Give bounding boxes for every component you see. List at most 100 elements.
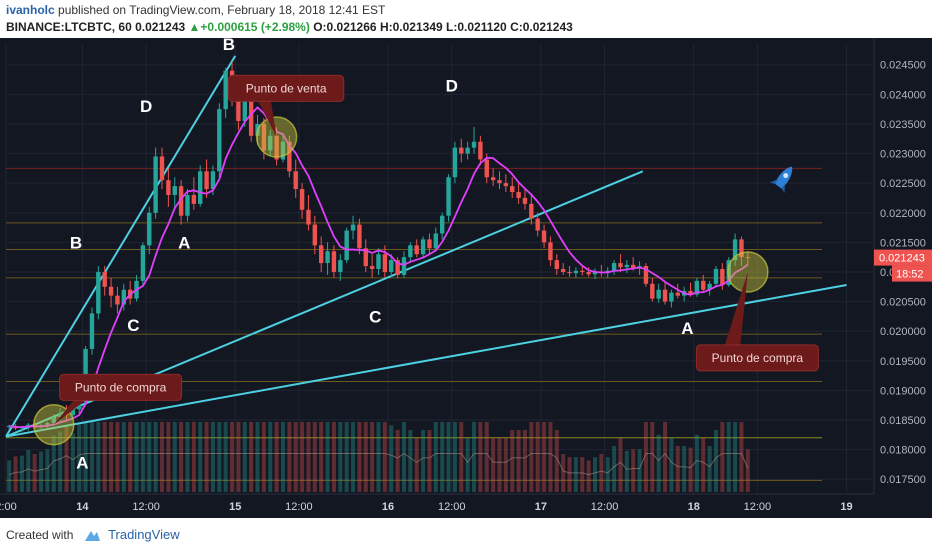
candle <box>172 177 177 210</box>
volume-bar <box>733 422 738 492</box>
price-tick-label: 0.024000 <box>880 89 926 101</box>
volume-bar <box>185 422 190 492</box>
volume-bar <box>89 422 94 492</box>
time-tick-label: 12:00 <box>132 501 160 513</box>
candle <box>592 268 598 280</box>
candle <box>102 266 107 296</box>
candle-body <box>57 412 63 418</box>
candle-body <box>45 422 50 426</box>
wave-label-c: C <box>369 307 381 326</box>
candle <box>522 189 528 210</box>
rocket-fins <box>769 178 785 193</box>
volume-bar <box>261 422 266 492</box>
volume-bar <box>242 422 247 492</box>
volume-bar <box>643 422 648 492</box>
candle <box>497 171 502 190</box>
time-tick-label: 12:00 <box>744 501 772 513</box>
candle-body <box>414 245 419 255</box>
price-tick-label: 0.023500 <box>880 119 926 131</box>
price-tick-label: 0.022000 <box>880 208 926 220</box>
volume-bar <box>338 422 343 492</box>
volume-bar <box>433 422 438 492</box>
tradingview-brand[interactable]: TradingView <box>108 527 180 542</box>
publisher-info: published on TradingView.com, February 1… <box>54 3 386 17</box>
candle-body <box>471 141 477 148</box>
candle-body <box>268 135 273 151</box>
candle <box>318 236 324 272</box>
candle-body <box>198 171 203 204</box>
candle <box>656 283 661 303</box>
candle-body <box>70 409 76 416</box>
candle-body <box>204 171 209 190</box>
candle-body <box>720 269 725 285</box>
candle <box>312 215 318 255</box>
volume-bar <box>58 431 63 492</box>
volume-bar <box>306 422 311 492</box>
time-tick-label: 2:00 <box>0 501 17 513</box>
volume-bar <box>682 446 687 492</box>
time-tick-label: 16 <box>382 501 394 513</box>
candle <box>535 212 540 237</box>
volume-bar <box>179 422 184 492</box>
volume-bar <box>401 422 406 492</box>
candle-body <box>376 254 381 269</box>
footer: Created with TradingView <box>0 518 932 550</box>
candle <box>350 215 356 240</box>
volume-bar <box>675 446 680 492</box>
candle-body <box>382 254 388 272</box>
candle <box>707 280 712 296</box>
candle-body <box>465 147 470 154</box>
volume-bar <box>96 422 101 492</box>
volume-bar <box>115 422 120 492</box>
volume-bar <box>713 430 718 492</box>
candle-body <box>369 266 375 269</box>
tradingview-cloud-icon <box>81 528 101 545</box>
candle <box>338 254 343 281</box>
volume-bar <box>287 422 292 492</box>
volume-bar <box>134 422 139 492</box>
candle-body <box>331 251 337 272</box>
candle <box>217 103 222 178</box>
time-tick-label: 12:00 <box>591 501 619 513</box>
candle <box>166 168 171 207</box>
candle <box>599 264 604 277</box>
candle-body <box>223 70 228 110</box>
volume-bar <box>516 430 521 492</box>
low-label: L: <box>446 20 458 34</box>
volume-bar <box>580 457 585 492</box>
volume-bar <box>268 422 273 492</box>
candle-body <box>433 233 439 249</box>
close-label: C: <box>510 20 523 34</box>
volume-bar <box>128 422 133 492</box>
candle <box>739 236 744 267</box>
last-price-label: 0.021243 <box>879 253 925 265</box>
candle <box>503 174 509 193</box>
candle-body <box>484 159 489 178</box>
chart-area[interactable]: Punto de venta Punto de compra Punto de co… <box>0 35 932 518</box>
price-tick-label: 0.018000 <box>880 445 926 457</box>
candle-body <box>516 192 521 198</box>
time-tick-label: 17 <box>535 501 547 513</box>
candle <box>586 267 591 277</box>
candle <box>643 263 649 287</box>
candle <box>369 254 375 278</box>
publisher-user[interactable]: ivanholc <box>6 3 55 17</box>
candle <box>115 286 120 314</box>
volume-bar <box>382 422 387 492</box>
candle <box>147 206 152 255</box>
trendline <box>5 55 237 438</box>
candle <box>185 189 190 222</box>
candle-body <box>401 257 407 275</box>
volume-bar <box>656 434 661 492</box>
candle-body <box>624 264 630 268</box>
volume-bar <box>236 422 241 492</box>
candle-body <box>675 292 680 296</box>
candle-body <box>420 239 426 255</box>
candlestick-chart[interactable]: Punto de venta Punto de compra Punto de co… <box>0 35 932 518</box>
candle-body <box>446 177 451 216</box>
candle-body <box>490 177 496 181</box>
volume-bar <box>478 422 483 492</box>
candle <box>140 242 146 287</box>
candle <box>198 165 203 207</box>
candle <box>357 218 362 255</box>
